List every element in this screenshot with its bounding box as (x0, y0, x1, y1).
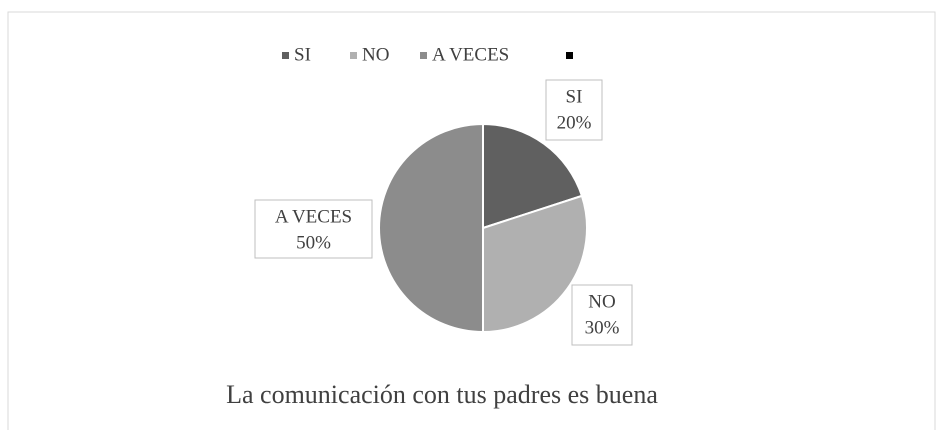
legend-marker (420, 52, 427, 59)
data-label-value: 20% (557, 112, 592, 133)
legend-marker (282, 52, 289, 59)
legend-marker (566, 52, 573, 59)
legend-label: NO (362, 44, 389, 65)
legend-label: SI (294, 44, 311, 65)
pie-slice (482, 122, 584, 230)
data-label-category: NO (588, 291, 615, 312)
data-label-value: 30% (585, 317, 620, 338)
legend-label: A VECES (432, 44, 509, 65)
chart-title: La comunicación con tus padres es buena (226, 380, 658, 409)
legend-marker (350, 52, 357, 59)
chart-border (7, 11, 936, 430)
pie-slice (482, 194, 588, 334)
data-label-box (254, 199, 373, 259)
data-label-value: 50% (296, 232, 331, 253)
data-label-box (545, 79, 603, 141)
data-label-box (571, 284, 633, 346)
data-label-category: A VECES (275, 206, 352, 227)
pie-slice (378, 122, 484, 334)
data-label-category: SI (566, 86, 583, 107)
